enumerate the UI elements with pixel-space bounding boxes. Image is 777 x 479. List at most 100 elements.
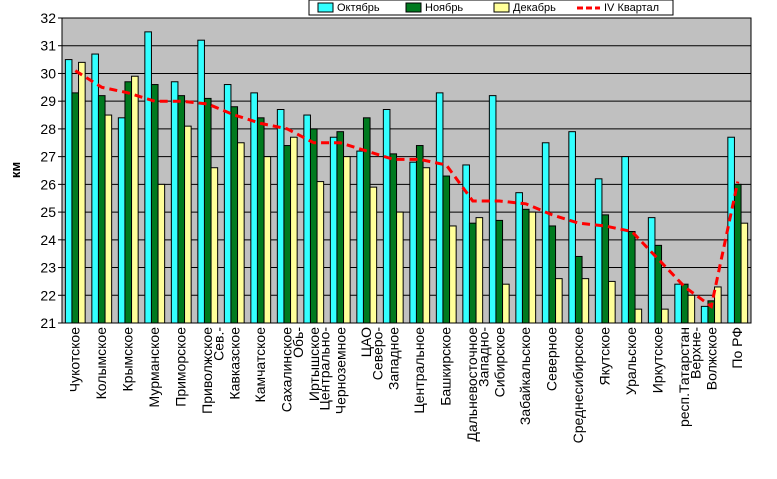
y-tick-label: 23 (40, 260, 56, 276)
x-tick-label-line: Башкирское (437, 327, 453, 406)
bar-2-19 (548, 225, 557, 324)
bar-2-12 (362, 117, 371, 324)
category-labels: Чукотское Колымское Крымское Мурманское Прим… (66, 327, 745, 444)
x-tick-label: Колымское (93, 327, 109, 400)
legend-label-dekabr: Декабрь (513, 2, 556, 14)
x-tick-label: Уральское (623, 327, 639, 395)
x-tick-label-line: Черноземное (332, 327, 348, 414)
bar-1-24 (674, 283, 682, 324)
x-tick-label-line: Якутское (596, 327, 612, 386)
x-tick-label: Верхне-Волжское (687, 327, 719, 391)
x-tick-label: Северо-Западное (369, 327, 401, 390)
y-axis-ticks: 21 22 23 24 25 26 27 28 29 30 31 32 (40, 10, 62, 331)
bar-3-17 (502, 283, 510, 324)
bar-1-13 (382, 109, 391, 324)
x-tick-label: Чукотское (66, 327, 82, 392)
bar-3-7 (237, 142, 245, 324)
x-tick-label-line: Мурманское (146, 327, 162, 408)
x-tick-label-line: Среднесибирское (570, 327, 586, 444)
x-tick-label-line: ЦАО (358, 327, 374, 357)
bar-1-11 (329, 136, 338, 324)
x-tick-label: Башкирское (437, 327, 453, 406)
y-tick-label: 29 (40, 93, 56, 109)
bar-3-21 (608, 280, 616, 324)
bar-2-7 (230, 106, 239, 324)
x-tick-label: Крымское (119, 327, 135, 392)
bar-3-24 (687, 294, 696, 324)
x-tick-label: Сев.-Кавказское (210, 327, 242, 400)
bar-2-17 (495, 219, 504, 324)
y-tick-label: 28 (40, 121, 56, 137)
x-tick-label: Забайкальское (517, 327, 533, 425)
bar-3-18 (528, 211, 537, 324)
bar-1-9 (276, 109, 285, 324)
bar-1-21 (594, 178, 603, 324)
bar-2-18 (521, 208, 530, 324)
x-tick-label-line: Центральное (411, 327, 427, 414)
bar-3-26 (740, 222, 749, 324)
x-tick-label-line: По РФ (729, 327, 745, 369)
x-tick-label-line: Северо- (369, 327, 385, 381)
x-tick-label: Камчатское (252, 327, 268, 403)
bar-1-14 (409, 161, 417, 324)
x-tick-label: Среднесибирское (570, 327, 586, 444)
bar-2-21 (601, 214, 610, 324)
y-tick-label: 27 (40, 149, 56, 165)
bar-3-9 (290, 136, 298, 324)
bar-1-8 (250, 92, 258, 324)
x-tick-label-line: Обь- (290, 327, 306, 358)
x-tick-label: Якутское (596, 327, 612, 386)
legend-label-oktyabr: Октябрь (337, 2, 380, 14)
legend-swatch-oktyabr (317, 2, 334, 13)
x-tick-label: Обь-Иртышское (290, 327, 322, 401)
x-tick-label: Приморское (172, 327, 188, 407)
series-line-iv-kvartal (74, 69, 740, 309)
bar-1-3 (117, 117, 126, 324)
bar-2-1 (71, 92, 80, 324)
x-tick-label: респ.Татарстан (676, 327, 692, 427)
y-tick-label: 24 (40, 232, 56, 248)
bar-2-14 (415, 145, 424, 324)
x-tick-label: Иркутское (649, 327, 665, 393)
x-tick-label-line: Приволжское (199, 327, 215, 414)
bar-3-6 (210, 167, 219, 324)
x-tick-label-line: Западно- (475, 327, 491, 387)
bar-3-13 (396, 211, 404, 324)
bar-3-22 (634, 308, 643, 324)
x-tick-label: Центрально-Черноземное (316, 327, 348, 415)
bar-2-11 (336, 131, 345, 324)
bar-1-15 (435, 92, 444, 324)
bar-3-23 (661, 308, 669, 324)
bar-1-19 (541, 142, 550, 324)
x-tick-label-line: Кавказское (226, 327, 242, 400)
bar-1-7 (223, 84, 232, 324)
x-tick-label-line: Сибирское (491, 327, 507, 398)
bar-2-5 (177, 95, 186, 324)
bar-1-10 (303, 114, 311, 324)
bar-1-18 (515, 192, 523, 324)
x-tick-label-line: респ.Татарстан (676, 327, 692, 427)
x-tick-label: Мурманское (146, 327, 162, 408)
legend-label-iv-kvartal: IV Квартал (604, 2, 659, 14)
bar-3-11 (343, 156, 351, 324)
bar-2-16 (468, 222, 477, 324)
bars (64, 31, 749, 324)
x-tick-label-line: Верхне- (687, 327, 703, 379)
bar-1-4 (144, 31, 152, 324)
bar-3-15 (449, 225, 457, 324)
bar-3-8 (263, 156, 272, 324)
bar-2-20 (574, 255, 583, 324)
bar-3-3 (131, 75, 139, 324)
bar-3-5 (184, 125, 192, 324)
x-tick-label: Дальневосточное (464, 327, 480, 442)
bar-1-2 (91, 53, 99, 324)
bar-1-25 (700, 305, 709, 324)
bar-3-2 (104, 114, 113, 324)
bar-2-3 (124, 81, 133, 324)
x-tick-label-line: Западное (385, 327, 401, 390)
legend-label-noyabr: Ноябрь (425, 2, 463, 14)
bar-1-1 (64, 59, 73, 324)
x-tick-label: По РФ (729, 327, 745, 369)
x-tick-label-line: Сев.- (210, 327, 226, 361)
legend-box (308, 0, 674, 16)
